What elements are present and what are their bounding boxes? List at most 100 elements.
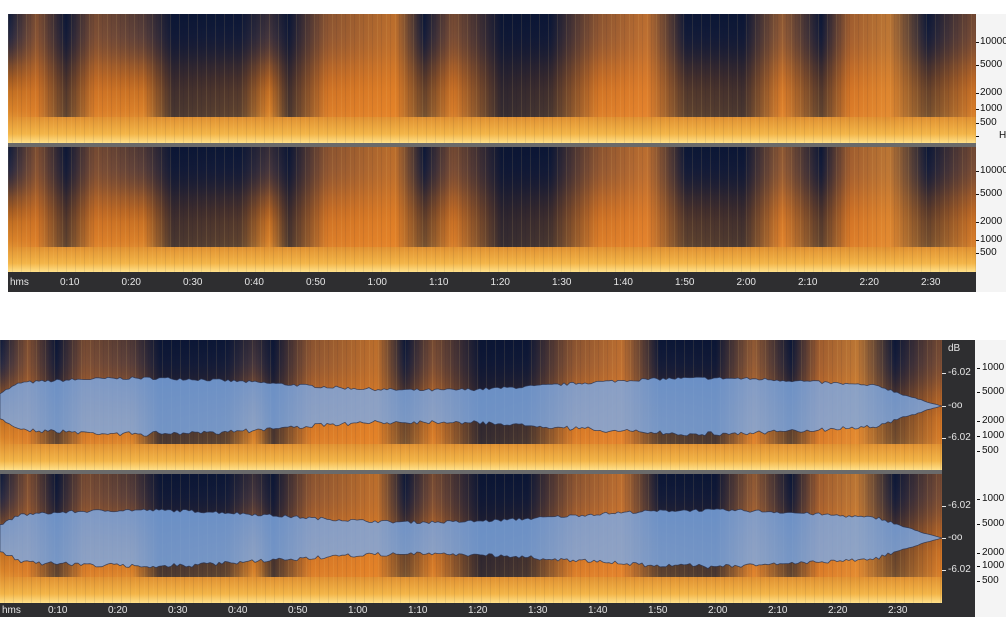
spectrogram-channel[interactable]: [8, 147, 976, 272]
time-label: 2:20: [860, 278, 879, 288]
time-label: 2:20: [828, 606, 847, 616]
waveform: [0, 377, 942, 436]
frequency-label: H: [999, 131, 1006, 141]
ruler-tick: [976, 171, 979, 172]
waveform-overlay: [0, 340, 942, 603]
time-label: 2:10: [768, 606, 787, 616]
time-label: 0:10: [60, 278, 79, 288]
ruler-tick: [977, 421, 980, 422]
ruler-tick: [942, 438, 946, 439]
time-label: 1:20: [468, 606, 487, 616]
frequency-label: 500: [982, 446, 999, 456]
spectral-texture: [8, 14, 976, 143]
ruler-tick: [942, 538, 946, 539]
ruler-tick: [942, 373, 946, 374]
ruler-tick: [976, 253, 979, 254]
ruler-tick: [976, 240, 979, 241]
ruler-tick: [977, 581, 980, 582]
time-label: 1:00: [348, 606, 367, 616]
frequency-label: 2000: [980, 88, 1002, 98]
frequency-label: 1000: [980, 235, 1002, 245]
time-label: 1:20: [491, 278, 510, 288]
time-label: 1:50: [648, 606, 667, 616]
frequency-label: 5000: [982, 387, 1004, 397]
ruler-tick: [942, 506, 946, 507]
ruler-tick: [977, 392, 980, 393]
db-label: -6.02: [948, 368, 971, 378]
db-label: -6.02: [948, 433, 971, 443]
spectral-texture: [8, 147, 976, 272]
time-label: 1:30: [552, 278, 571, 288]
frequency-label: 1000: [982, 561, 1004, 571]
frequency-label: 500: [980, 248, 997, 258]
time-label: 2:00: [708, 606, 727, 616]
spectrogram-channel[interactable]: [8, 14, 976, 143]
time-label: 0:20: [122, 278, 141, 288]
time-label: 1:00: [368, 278, 387, 288]
frequency-label: 1000: [982, 494, 1004, 504]
ruler-tick: [976, 222, 979, 223]
ruler-tick: [977, 566, 980, 567]
time-ruler: hms 0:10 0:20 0:30 0:40 0:50 1:00 1:10 1:20 1:30 1…: [8, 272, 976, 292]
time-label: 0:40: [245, 278, 264, 288]
frequency-ruler: 1000 5000 2000 1000 500 1000 5000 2000 1000 500: [975, 340, 1006, 617]
unit-label: dB: [948, 344, 960, 354]
frequency-label: 2000: [982, 548, 1004, 558]
time-label: hms: [2, 606, 21, 616]
ruler-tick: [977, 436, 980, 437]
ruler-tick: [976, 194, 979, 195]
frequency-label: 10000: [980, 37, 1006, 47]
ruler-tick: [976, 123, 979, 124]
time-label: 1:50: [675, 278, 694, 288]
db-label: -6.02: [948, 565, 971, 575]
ruler-tick: [976, 109, 979, 110]
db-label: -oo: [948, 533, 962, 543]
frequency-label: 5000: [980, 60, 1002, 70]
editor-window: hms 0:10 0:20 0:30 0:40 0:50 1:00 1:10 1:20 1:30 1…: [0, 0, 1006, 617]
frequency-label: 1000: [982, 363, 1004, 373]
ruler-tick: [977, 368, 980, 369]
frequency-label: 1000: [982, 431, 1004, 441]
time-label: 2:00: [737, 278, 756, 288]
frequency-label: 500: [980, 118, 997, 128]
ruler-tick: [976, 65, 979, 66]
time-label: 0:50: [306, 278, 325, 288]
time-label: 0:50: [288, 606, 307, 616]
ruler-tick: [976, 42, 979, 43]
ruler-tick: [977, 553, 980, 554]
time-label: 2:10: [798, 278, 817, 288]
time-label: 0:40: [228, 606, 247, 616]
ruler-tick: [977, 499, 980, 500]
frequency-label: 1000: [980, 104, 1002, 114]
waveform: [0, 509, 942, 569]
time-label: 0:30: [168, 606, 187, 616]
time-ruler: hms 0:10 0:20 0:30 0:40 0:50 1:00 1:10 1:20 1:30 1…: [0, 603, 942, 617]
ruler-tick: [976, 93, 979, 94]
time-label: 1:30: [528, 606, 547, 616]
ruler-tick: [942, 570, 946, 571]
time-label: hms: [10, 278, 29, 288]
frequency-label: 5000: [980, 189, 1002, 199]
ruler-tick: [977, 524, 980, 525]
frequency-label: 500: [982, 576, 999, 586]
time-label: 1:40: [588, 606, 607, 616]
frequency-label: 2000: [980, 217, 1002, 227]
time-label: 1:40: [614, 278, 633, 288]
db-label: -oo: [948, 401, 962, 411]
frequency-label: 2000: [982, 416, 1004, 426]
time-label: 1:10: [429, 278, 448, 288]
time-label: 1:10: [408, 606, 427, 616]
ruler-tick: [976, 136, 979, 137]
time-label: 2:30: [888, 606, 907, 616]
frequency-label: 5000: [982, 519, 1004, 529]
time-label: 0:30: [183, 278, 202, 288]
time-label: 2:30: [921, 278, 940, 288]
amplitude-ruler: dB -6.02 -oo -6.02 -6.02 -oo -6.02: [942, 340, 975, 617]
db-label: -6.02: [948, 501, 971, 511]
ruler-tick: [977, 451, 980, 452]
time-label: 0:10: [48, 606, 67, 616]
frequency-label: 10000: [980, 166, 1006, 176]
ruler-tick: [942, 406, 946, 407]
time-label: 0:20: [108, 606, 127, 616]
